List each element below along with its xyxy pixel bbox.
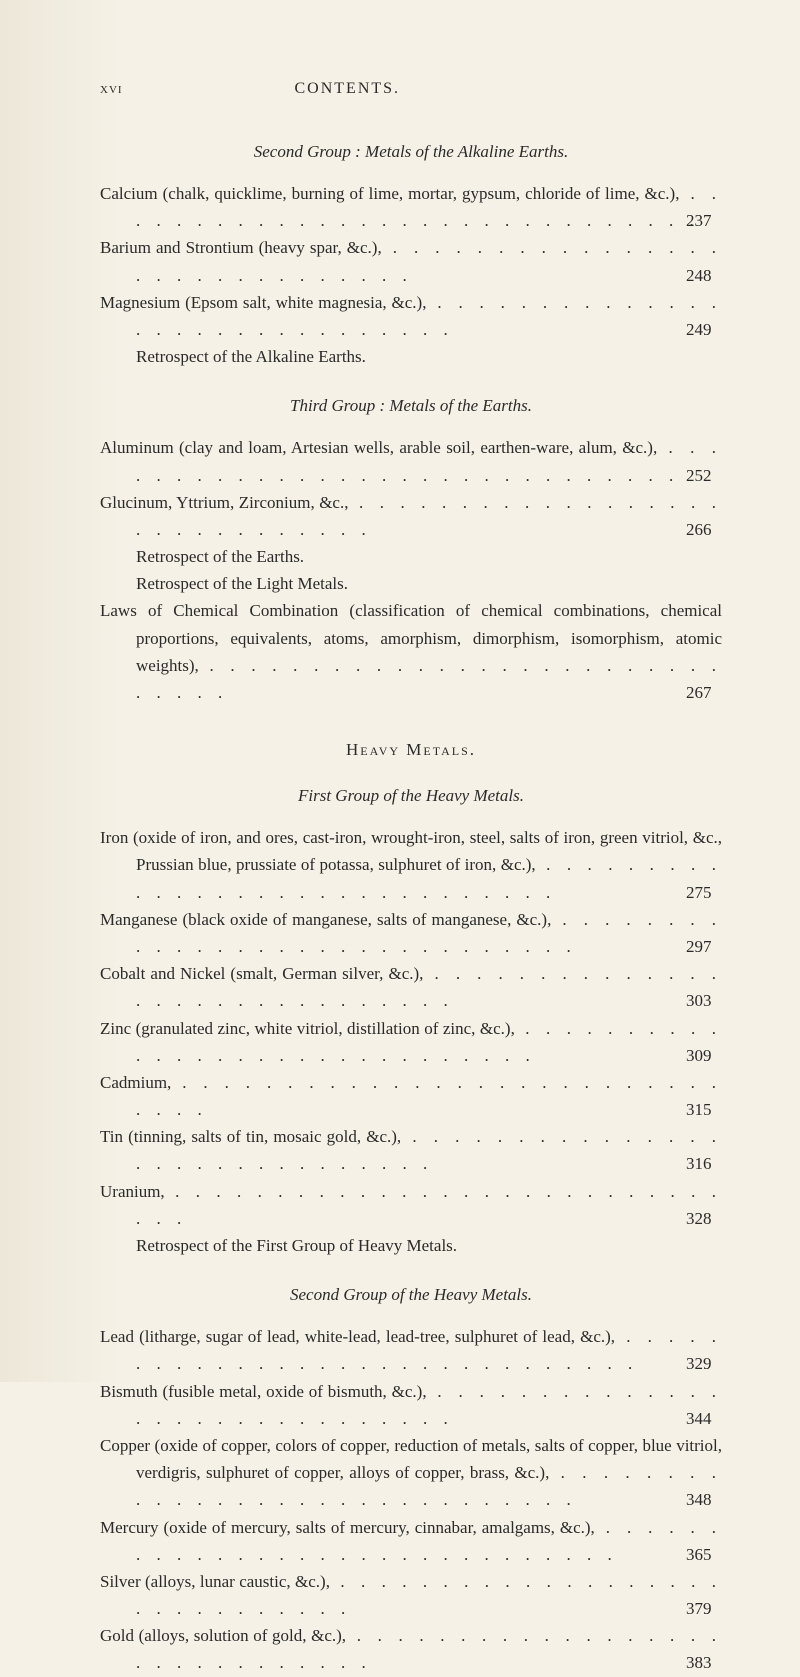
running-head: xvi CONTENTS. [100, 80, 722, 98]
entry-page: 275 [716, 879, 722, 906]
toc-entry: Laws of Chemical Combination (classifica… [100, 597, 722, 706]
entry-text: Cadmium, [100, 1073, 171, 1092]
toc-entry: Aluminum (clay and loam, Artesian wells,… [100, 434, 722, 488]
section-title: First Group of the Heavy Metals. [100, 786, 722, 806]
toc-entry: Magnesium (Epsom salt, white magnesia, &… [100, 289, 722, 343]
section-title: Second Group : Metals of the Alkaline Ea… [100, 142, 722, 162]
entry-text: Barium and Strontium (heavy spar, &c.), [100, 238, 382, 257]
toc-entry: Uranium, . . . . . . . . . . . . . . . .… [100, 1178, 722, 1232]
entry-text: Aluminum (clay and loam, Artesian wells,… [100, 438, 657, 457]
entry-text: Retrospect of the Light Metals. [136, 574, 348, 593]
toc-entry: Copper (oxide of copper, colors of coppe… [100, 1432, 722, 1514]
toc-entry: Bismuth (fusible metal, oxide of bismuth… [100, 1378, 722, 1432]
entry-page: 365 [716, 1541, 722, 1568]
entry-page: 379 [716, 1595, 722, 1622]
toc-entry: Cobalt and Nickel (smalt, German silver,… [100, 960, 722, 1014]
toc-entry: Gold (alloys, solution of gold, &c.), . … [100, 1622, 722, 1676]
entry-text: Mercury (oxide of mercury, salts of merc… [100, 1518, 595, 1537]
section-title: Third Group : Metals of the Earths. [100, 396, 722, 416]
entry-page: 267 [716, 679, 722, 706]
toc-entry: Tin (tinning, salts of tin, mosaic gold,… [100, 1123, 722, 1177]
section-title: Second Group of the Heavy Metals. [100, 1285, 722, 1305]
entry-page: 237 [716, 207, 722, 234]
entry-text: Retrospect of the Alkaline Earths. [136, 347, 366, 366]
entry-page: 316 [716, 1150, 722, 1177]
page-number: xvi [100, 80, 123, 98]
entry-page: 303 [716, 987, 722, 1014]
entry-text: Zinc (granulated zinc, white vitriol, di… [100, 1019, 515, 1038]
leader-dots: . . . . . . . . . . . . . . . . . . . . … [136, 1182, 722, 1228]
entry-text: Uranium, [100, 1182, 165, 1201]
leader-dots: . . . . . . . . . . . . . . . . . . . . … [136, 1073, 722, 1119]
entry-page: 252 [716, 462, 722, 489]
toc-entry: Glucinum, Yttrium, Zirconium, &c., . . .… [100, 489, 722, 543]
toc-entry: Iron (oxide of iron, and ores, cast-iron… [100, 824, 722, 906]
entry-text: Silver (alloys, lunar caustic, &c.), [100, 1572, 330, 1591]
toc-entry: Retrospect of the Earths. [100, 543, 722, 570]
toc-entry: Barium and Strontium (heavy spar, &c.), … [100, 234, 722, 288]
leader-dots: . . . . . . . . . . . . . . . . . . . . … [136, 656, 722, 702]
contents-heading: CONTENTS. [295, 80, 551, 98]
entry-text: Magnesium (Epsom salt, white magnesia, &… [100, 293, 426, 312]
entry-text: Gold (alloys, solution of gold, &c.), [100, 1626, 346, 1645]
entry-text: Bismuth (fusible metal, oxide of bismuth… [100, 1382, 427, 1401]
toc-entry: Cadmium, . . . . . . . . . . . . . . . .… [100, 1069, 722, 1123]
entry-text: Retrospect of the Earths. [136, 547, 304, 566]
entry-text: Tin (tinning, salts of tin, mosaic gold,… [100, 1127, 401, 1146]
entry-text: Cobalt and Nickel (smalt, German silver,… [100, 964, 423, 983]
toc-entry: Lead (litharge, sugar of lead, white-lea… [100, 1323, 722, 1377]
toc-entry: Retrospect of the First Group of Heavy M… [100, 1232, 722, 1259]
entry-page: 309 [716, 1042, 722, 1069]
page: xvi CONTENTS. Second Group : Metals of t… [0, 0, 800, 1382]
entry-text: Manganese (black oxide of manganese, sal… [100, 910, 551, 929]
table-of-contents: Second Group : Metals of the Alkaline Ea… [100, 142, 722, 1677]
toc-entry: Silver (alloys, lunar caustic, &c.), . .… [100, 1568, 722, 1622]
entry-text: Calcium (chalk, quicklime, burning of li… [100, 184, 679, 203]
entry-page: 383 [716, 1649, 722, 1676]
toc-entry: Manganese (black oxide of manganese, sal… [100, 906, 722, 960]
entry-page: 348 [716, 1486, 722, 1513]
entry-page: 297 [716, 933, 722, 960]
entry-text: Lead (litharge, sugar of lead, white-lea… [100, 1327, 615, 1346]
toc-entry: Retrospect of the Light Metals. [100, 570, 722, 597]
entry-page: 266 [716, 516, 722, 543]
toc-entry: Zinc (granulated zinc, white vitriol, di… [100, 1015, 722, 1069]
toc-entry: Mercury (oxide of mercury, salts of merc… [100, 1514, 722, 1568]
heavy-metals-heading: Heavy Metals. [100, 740, 722, 760]
entry-text: Retrospect of the First Group of Heavy M… [136, 1236, 457, 1255]
entry-page: 248 [716, 262, 722, 289]
entry-page: 328 [716, 1205, 722, 1232]
entry-page: 344 [716, 1405, 722, 1432]
entry-text: Glucinum, Yttrium, Zirconium, &c., [100, 493, 348, 512]
entry-page: 315 [716, 1096, 722, 1123]
toc-entry: Calcium (chalk, quicklime, burning of li… [100, 180, 722, 234]
toc-entry: Retrospect of the Alkaline Earths. [100, 343, 722, 370]
entry-page: 329 [716, 1350, 722, 1377]
entry-page: 249 [716, 316, 722, 343]
